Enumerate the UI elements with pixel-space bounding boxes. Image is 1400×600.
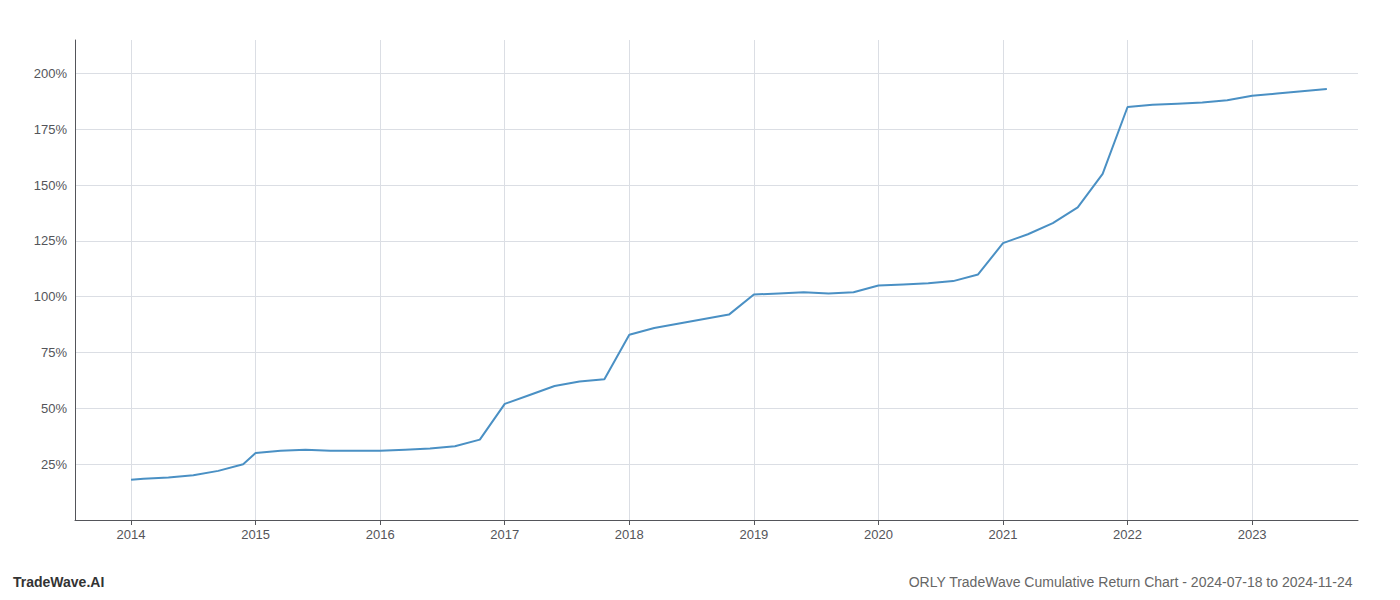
svg-text:TradeWave.AI: TradeWave.AI [13,574,104,590]
svg-text:2020: 2020 [864,527,893,542]
svg-text:2017: 2017 [490,527,519,542]
svg-text:125%: 125% [34,233,68,248]
svg-text:2014: 2014 [117,527,146,542]
svg-text:2019: 2019 [739,527,768,542]
svg-text:2023: 2023 [1238,527,1267,542]
svg-text:150%: 150% [34,178,68,193]
svg-text:ORLY TradeWave Cumulative Retu: ORLY TradeWave Cumulative Return Chart -… [909,574,1353,590]
svg-text:2018: 2018 [615,527,644,542]
svg-text:175%: 175% [34,122,68,137]
svg-text:2015: 2015 [241,527,270,542]
svg-text:2021: 2021 [989,527,1018,542]
svg-text:50%: 50% [41,401,67,416]
svg-text:2016: 2016 [366,527,395,542]
svg-text:200%: 200% [34,66,68,81]
svg-text:75%: 75% [41,345,67,360]
svg-text:100%: 100% [34,289,68,304]
svg-text:2022: 2022 [1113,527,1142,542]
svg-text:25%: 25% [41,457,67,472]
